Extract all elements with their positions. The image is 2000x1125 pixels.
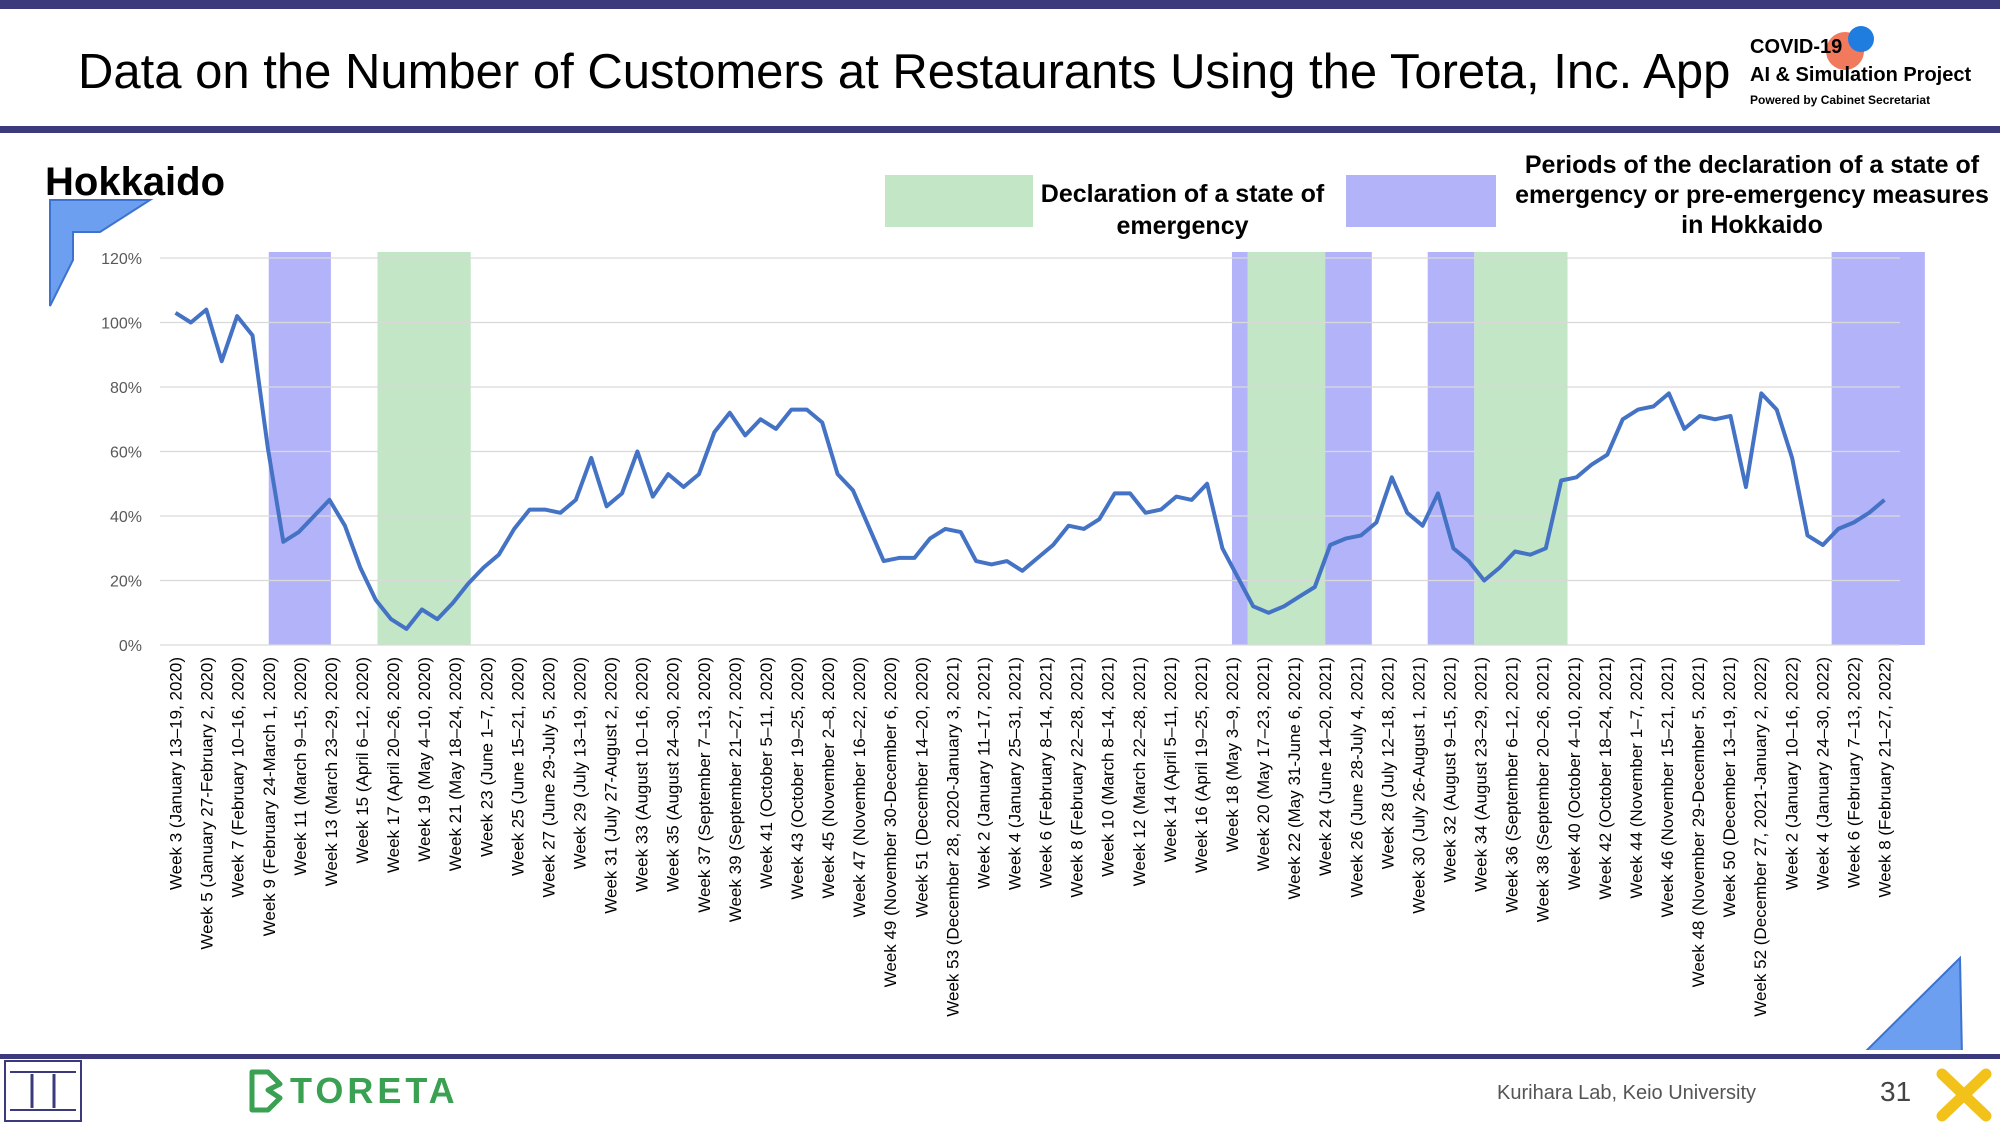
- x-tick-label: Week 46 (November 15–21, 2021): [1658, 657, 1677, 918]
- x-tick-label: Week 18 (May 3–9, 2021): [1223, 657, 1242, 852]
- x-tick-label: Week 16 (April 19–25, 2021): [1192, 657, 1211, 873]
- top-rule: [0, 0, 2000, 9]
- page-number: 31: [1880, 1076, 1912, 1107]
- x-tick-label: Week 39 (September 21–27, 2020): [726, 657, 745, 922]
- x-tick-label: Week 6 (February 7–13, 2022): [1844, 657, 1863, 888]
- x-tick-label: Week 41 (October 5–11, 2020): [757, 657, 776, 889]
- x-tick-label: Week 2 (January 10–16, 2022): [1782, 657, 1801, 890]
- legend-emergency-label: Declaration of a state of emergency: [1040, 180, 1325, 240]
- x-tick-label: Week 31 (July 27-August 2, 2020): [602, 657, 621, 914]
- x-tick-label: Week 24 (June 14–20, 2021): [1316, 657, 1335, 876]
- x-tick-label: Week 8 (February 21–27, 2022): [1875, 657, 1894, 898]
- x-tick-label: Week 33 (August 10–16, 2020): [633, 657, 652, 892]
- page-title: Data on the Number of Customers at Resta…: [78, 45, 1731, 99]
- keio-logo-icon: [4, 1060, 82, 1122]
- x-tick-label: Week 12 (March 22–28, 2021): [1130, 657, 1149, 886]
- region-label: Hokkaido: [45, 160, 226, 204]
- x-tick-label: Week 17 (April 20–26, 2020): [384, 657, 403, 873]
- period-band-5: [1427, 252, 1475, 645]
- x-tick-label: Week 13 (March 23–29, 2020): [322, 657, 341, 886]
- x-tick-label: Week 43 (October 19–25, 2020): [788, 657, 807, 900]
- logo-line3: Powered by Cabinet Secretariat: [1750, 93, 1931, 107]
- x-tick-label: Week 42 (October 18–24, 2021): [1596, 657, 1615, 900]
- x-tick-label: Week 4 (January 24–30, 2022): [1813, 657, 1832, 890]
- x-tick-label: Week 23 (June 1–7, 2020): [477, 657, 496, 857]
- x-tick-label: Week 48 (November 29-December 5, 2021): [1689, 657, 1708, 987]
- period-band-2: [1231, 252, 1248, 645]
- x-tick-label: Week 14 (April 5–11, 2021): [1161, 657, 1180, 862]
- x-tick-label: Week 5 (January 27-February 2, 2020): [198, 657, 217, 950]
- legend-pre-emergency-swatch: [1346, 175, 1496, 227]
- right-corner-shape: [1865, 955, 1963, 1050]
- x-tick-label: Week 10 (March 8–14, 2021): [1099, 657, 1118, 877]
- x-tick-label: Week 34 (August 23–29, 2021): [1472, 657, 1491, 892]
- y-tick-label: 40%: [110, 509, 142, 526]
- y-tick-label: 120%: [101, 251, 142, 268]
- x-tick-label: Week 38 (September 20–26, 2021): [1534, 657, 1553, 922]
- x-tick-label: Week 32 (August 9–15, 2021): [1440, 657, 1459, 883]
- x-tick-label: Week 35 (August 24–30, 2020): [664, 657, 683, 892]
- toreta-mark-icon: [249, 1069, 283, 1113]
- x-tick-label: Week 21 (May 18–24, 2020): [446, 657, 465, 871]
- period-band-4: [1325, 252, 1372, 645]
- x-tick-label: Week 29 (July 13–19, 2020): [570, 657, 589, 869]
- x-tick-label: Week 20 (May 17–23, 2021): [1254, 657, 1273, 871]
- x-tick-label: Week 2 (January 11–17, 2021): [974, 657, 993, 889]
- x-tick-label: Week 25 (June 15–21, 2020): [508, 657, 527, 876]
- x-tick-label: Week 19 (May 4–10, 2020): [415, 657, 434, 862]
- logo-blue-circle-icon: [1848, 26, 1874, 52]
- left-corner-shape: [49, 199, 154, 307]
- logo-line1: COVID-19: [1750, 36, 1843, 58]
- bottom-rule: [0, 1054, 2000, 1059]
- x-tick-label: Week 7 (February 10–16, 2020): [229, 657, 248, 898]
- x-tick-label: Week 22 (May 31-June 6, 2021): [1285, 657, 1304, 900]
- x-tick-label: Week 40 (October 4–10, 2021): [1565, 657, 1584, 890]
- x-tick-label: Week 27 (June 29-July 5, 2020): [539, 657, 558, 898]
- x-tick-label: Week 50 (December 13–19, 2021): [1720, 657, 1739, 918]
- x-tick-label: Week 44 (November 1–7, 2021): [1627, 657, 1646, 899]
- x-tick-label: Week 15 (April 6–12, 2020): [353, 657, 372, 864]
- y-tick-label: 100%: [101, 316, 142, 333]
- x-tick-label: Week 11 (March 9–15, 2020): [291, 657, 310, 876]
- x-tick-label: Week 9 (February 24-March 1, 2020): [260, 657, 279, 936]
- line-chart: 0% 20% 40% 60% 80% 100% 120% Week 3 (January 1…: [49, 199, 1963, 1050]
- x-tick-label: Week 51 (December 14–20, 2020): [912, 657, 931, 918]
- legend-pre-emergency-label: Periods of the declaration of a state of…: [1515, 151, 1989, 239]
- x-tick-label: Week 52 (December 27, 2021-January 2, 20…: [1751, 657, 1770, 1017]
- x-tick-label: Week 45 (November 2–8, 2020): [819, 657, 838, 899]
- x-tick-label: Week 36 (September 6–12, 2021): [1503, 657, 1522, 913]
- x-tick-label: Week 49 (November 30-December 6, 2020): [881, 657, 900, 987]
- y-tick-label: 60%: [110, 445, 142, 462]
- x-tick-label: Week 26 (June 28-July 4, 2021): [1347, 657, 1366, 898]
- y-tick-label: 0%: [119, 638, 142, 655]
- period-band-3: [1247, 252, 1326, 645]
- period-band-6: [1474, 252, 1568, 645]
- x-logo-icon: [1936, 1068, 1992, 1122]
- title-rule: [0, 126, 2000, 133]
- x-tick-label: Week 3 (January 13–19, 2020): [167, 657, 186, 890]
- legend-emergency-swatch: [885, 175, 1033, 227]
- y-tick-label: 80%: [110, 380, 142, 397]
- period-band-0: [268, 252, 331, 645]
- x-tick-label: Week 8 (February 22–28, 2021): [1068, 657, 1087, 898]
- x-tick-label: Week 47 (November 16–22, 2020): [850, 657, 869, 918]
- series-line: [174, 307, 1886, 631]
- x-tick-label: Week 53 (December 28, 2020-January 3, 20…: [943, 657, 962, 1017]
- x-tick-label: Week 4 (January 25–31, 2021): [1005, 657, 1024, 890]
- x-tick-label: Week 6 (February 8–14, 2021): [1037, 657, 1056, 888]
- x-tick-label: Week 30 (July 26-August 1, 2021): [1409, 657, 1428, 914]
- footer-credit: Kurihara Lab, Keio University: [1497, 1082, 1757, 1104]
- y-tick-label: 20%: [110, 574, 142, 591]
- period-band-1: [377, 252, 471, 645]
- logo-line2: AI & Simulation Project: [1750, 64, 1972, 86]
- covid-project-logo: COVID-19 AI & Simulation Project Powered…: [1740, 26, 1980, 116]
- x-tick-label: Week 37 (September 7–13, 2020): [695, 657, 714, 913]
- period-band-7: [1831, 252, 1925, 645]
- x-tick-label: Week 28 (July 12–18, 2021): [1378, 657, 1397, 869]
- toreta-brand: TORETA: [290, 1070, 459, 1111]
